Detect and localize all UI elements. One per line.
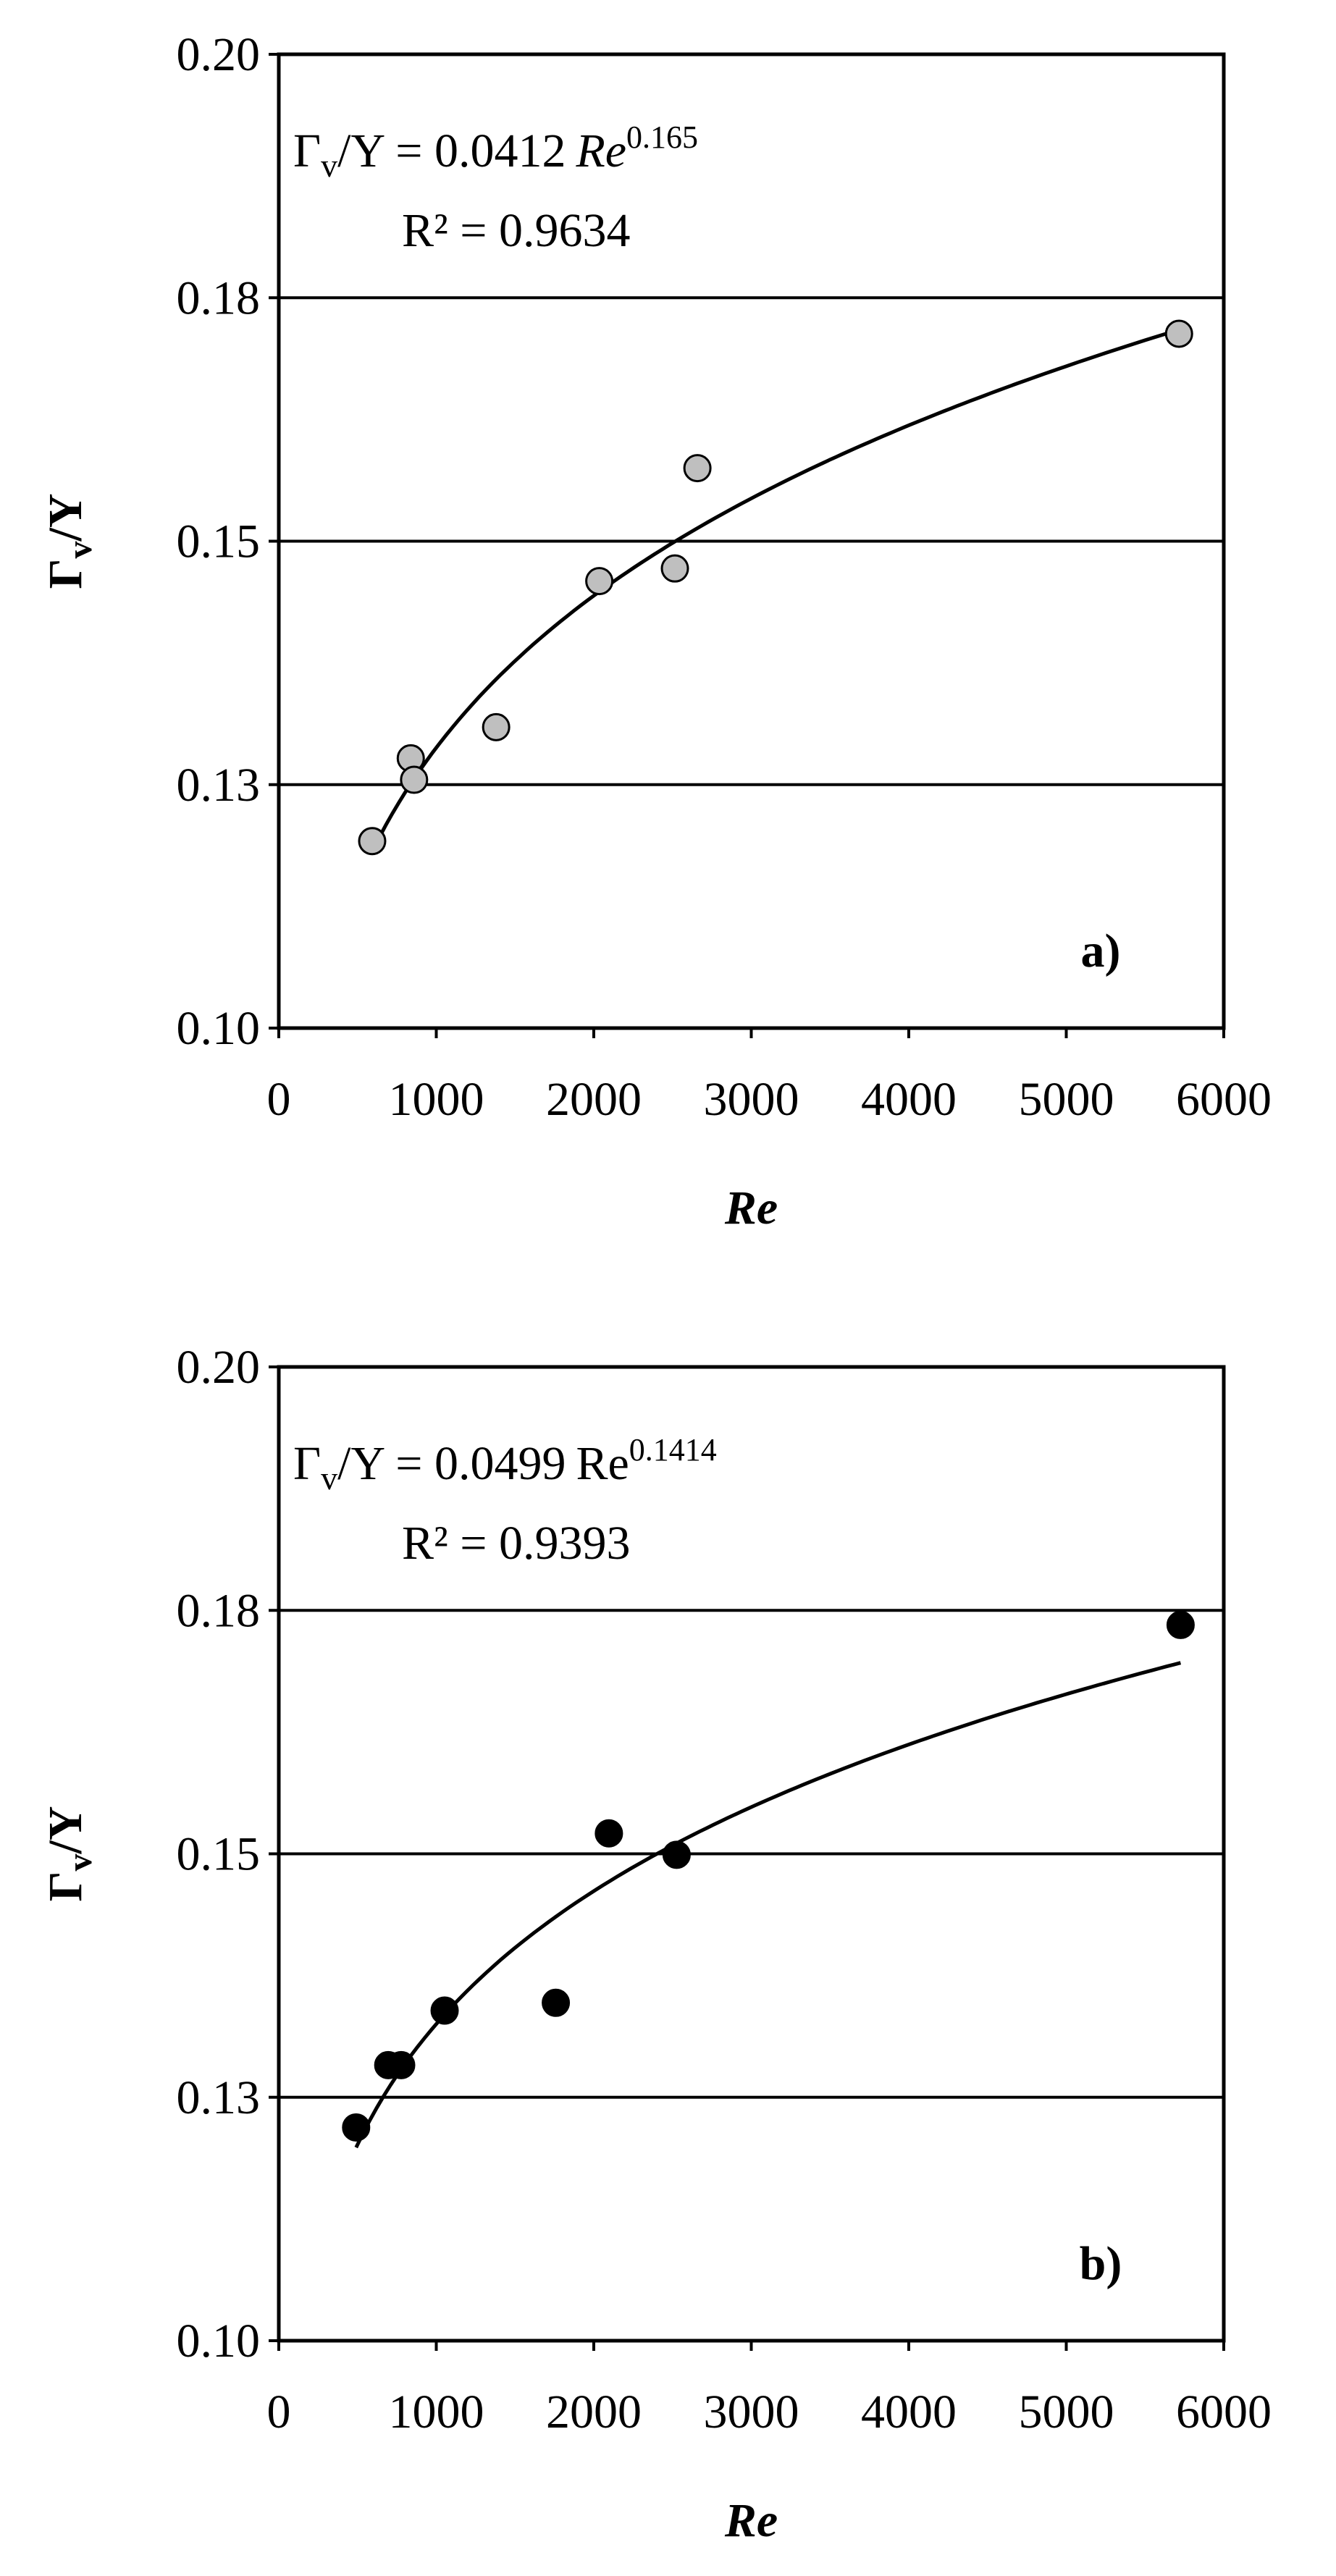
y-tick-label: 0.20 bbox=[177, 28, 261, 81]
data-point bbox=[662, 1840, 691, 1869]
x-tick-label: 0 bbox=[267, 1073, 291, 1126]
equation-eq: /Y = bbox=[337, 125, 434, 177]
x-tick-label: 4000 bbox=[861, 2386, 957, 2438]
y-label-main: Γ bbox=[39, 1872, 92, 1902]
data-point bbox=[400, 765, 429, 794]
y-label-subscript: v bbox=[61, 542, 99, 559]
plot-frame bbox=[277, 1365, 1226, 2343]
data-point bbox=[542, 1988, 571, 2017]
y-label-rest: /Y bbox=[39, 494, 92, 542]
x-axis-label: Re bbox=[724, 2494, 778, 2547]
r-squared-value: 0.9634 bbox=[499, 204, 631, 257]
x-tick-label: 4000 bbox=[861, 1073, 957, 1126]
trend-equation: Γv/Y = 0.0412 Re0.165 bbox=[293, 119, 698, 184]
x-tick-label: 0 bbox=[267, 2386, 291, 2438]
y-tick-label: 0.13 bbox=[177, 759, 261, 812]
x-tick-label: 6000 bbox=[1176, 1073, 1272, 1126]
data-point bbox=[430, 1996, 459, 2025]
x-tick-label: 5000 bbox=[1019, 1073, 1114, 1126]
panel-label: b) bbox=[1080, 2237, 1122, 2290]
x-tick-label: 5000 bbox=[1019, 2386, 1114, 2438]
x-tick-label: 6000 bbox=[1176, 2386, 1272, 2438]
y-label-rest: /Y bbox=[39, 1806, 92, 1855]
chart-panel: 0.10 0.13 0.15 0.18 0.20 0 1000 2000 3000 4000 500… bbox=[39, 1341, 1272, 2547]
equation-subscript: v bbox=[321, 1460, 337, 1497]
panel-label: a) bbox=[1081, 925, 1121, 977]
data-point bbox=[482, 712, 511, 741]
data-point bbox=[1166, 1610, 1195, 1639]
y-tick-label: 0.20 bbox=[177, 1341, 261, 1394]
x-tick-label: 3000 bbox=[704, 1073, 799, 1126]
data-point bbox=[595, 1819, 623, 1848]
x-tick-label: 2000 bbox=[546, 1073, 642, 1126]
plot-frame bbox=[277, 52, 1226, 1030]
x-tick-label: 2000 bbox=[546, 2386, 642, 2438]
r-squared-label: R² = bbox=[402, 204, 499, 257]
r-squared-value: 0.9393 bbox=[499, 1517, 631, 1570]
x-tick-label: 1000 bbox=[389, 1073, 484, 1126]
data-point bbox=[358, 827, 387, 856]
trend-equation: Γv/Y = 0.0499 Re0.1414 bbox=[293, 1432, 717, 1497]
equation-eq: /Y = bbox=[337, 1437, 434, 1490]
r-squared: R² = 0.9634 bbox=[402, 204, 631, 257]
data-point bbox=[342, 2113, 371, 2142]
x-axis-label: Re bbox=[724, 1182, 778, 1234]
x-tick-label: 3000 bbox=[704, 2386, 799, 2438]
y-tick-label: 0.18 bbox=[177, 1584, 261, 1637]
equation-coef: 0.0499 bbox=[434, 1437, 566, 1490]
y-tick-label: 0.15 bbox=[177, 1828, 261, 1881]
data-point bbox=[387, 2050, 416, 2079]
equation-exponent: 0.1414 bbox=[629, 1432, 717, 1468]
y-label-main: Γ bbox=[39, 559, 92, 589]
y-axis-label: Γv/Y bbox=[39, 1806, 99, 1902]
data-point bbox=[1164, 319, 1193, 348]
y-axis-label: Γv/Y bbox=[39, 494, 99, 589]
r-squared: R² = 0.9393 bbox=[402, 1517, 631, 1570]
data-point bbox=[585, 567, 614, 596]
equation-lhs: Γ bbox=[293, 1437, 321, 1490]
y-tick-label: 0.10 bbox=[177, 2315, 261, 2367]
y-tick-label: 0.13 bbox=[177, 2071, 261, 2124]
trend-line bbox=[354, 1661, 1182, 2149]
x-tick-label: 1000 bbox=[389, 2386, 484, 2438]
y-tick-label: 0.18 bbox=[177, 272, 261, 324]
data-point bbox=[683, 454, 712, 483]
equation-lhs: Γ bbox=[293, 125, 321, 177]
equation-var: Re bbox=[576, 1437, 629, 1490]
equation-coef: 0.0412 bbox=[434, 125, 566, 177]
equation-var: Re bbox=[575, 125, 626, 177]
data-point bbox=[660, 554, 689, 583]
equation-exponent: 0.165 bbox=[626, 119, 698, 155]
y-tick-label: 0.10 bbox=[177, 1002, 261, 1055]
trend-line bbox=[370, 328, 1180, 852]
y-label-subscript: v bbox=[61, 1854, 99, 1872]
r-squared-label: R² = bbox=[402, 1517, 499, 1570]
y-tick-label: 0.15 bbox=[177, 515, 261, 568]
chart-panel: 0.10 0.13 0.15 0.18 0.20 0 1000 2000 3000 4000 500… bbox=[39, 28, 1272, 1234]
equation-subscript: v bbox=[321, 147, 337, 184]
